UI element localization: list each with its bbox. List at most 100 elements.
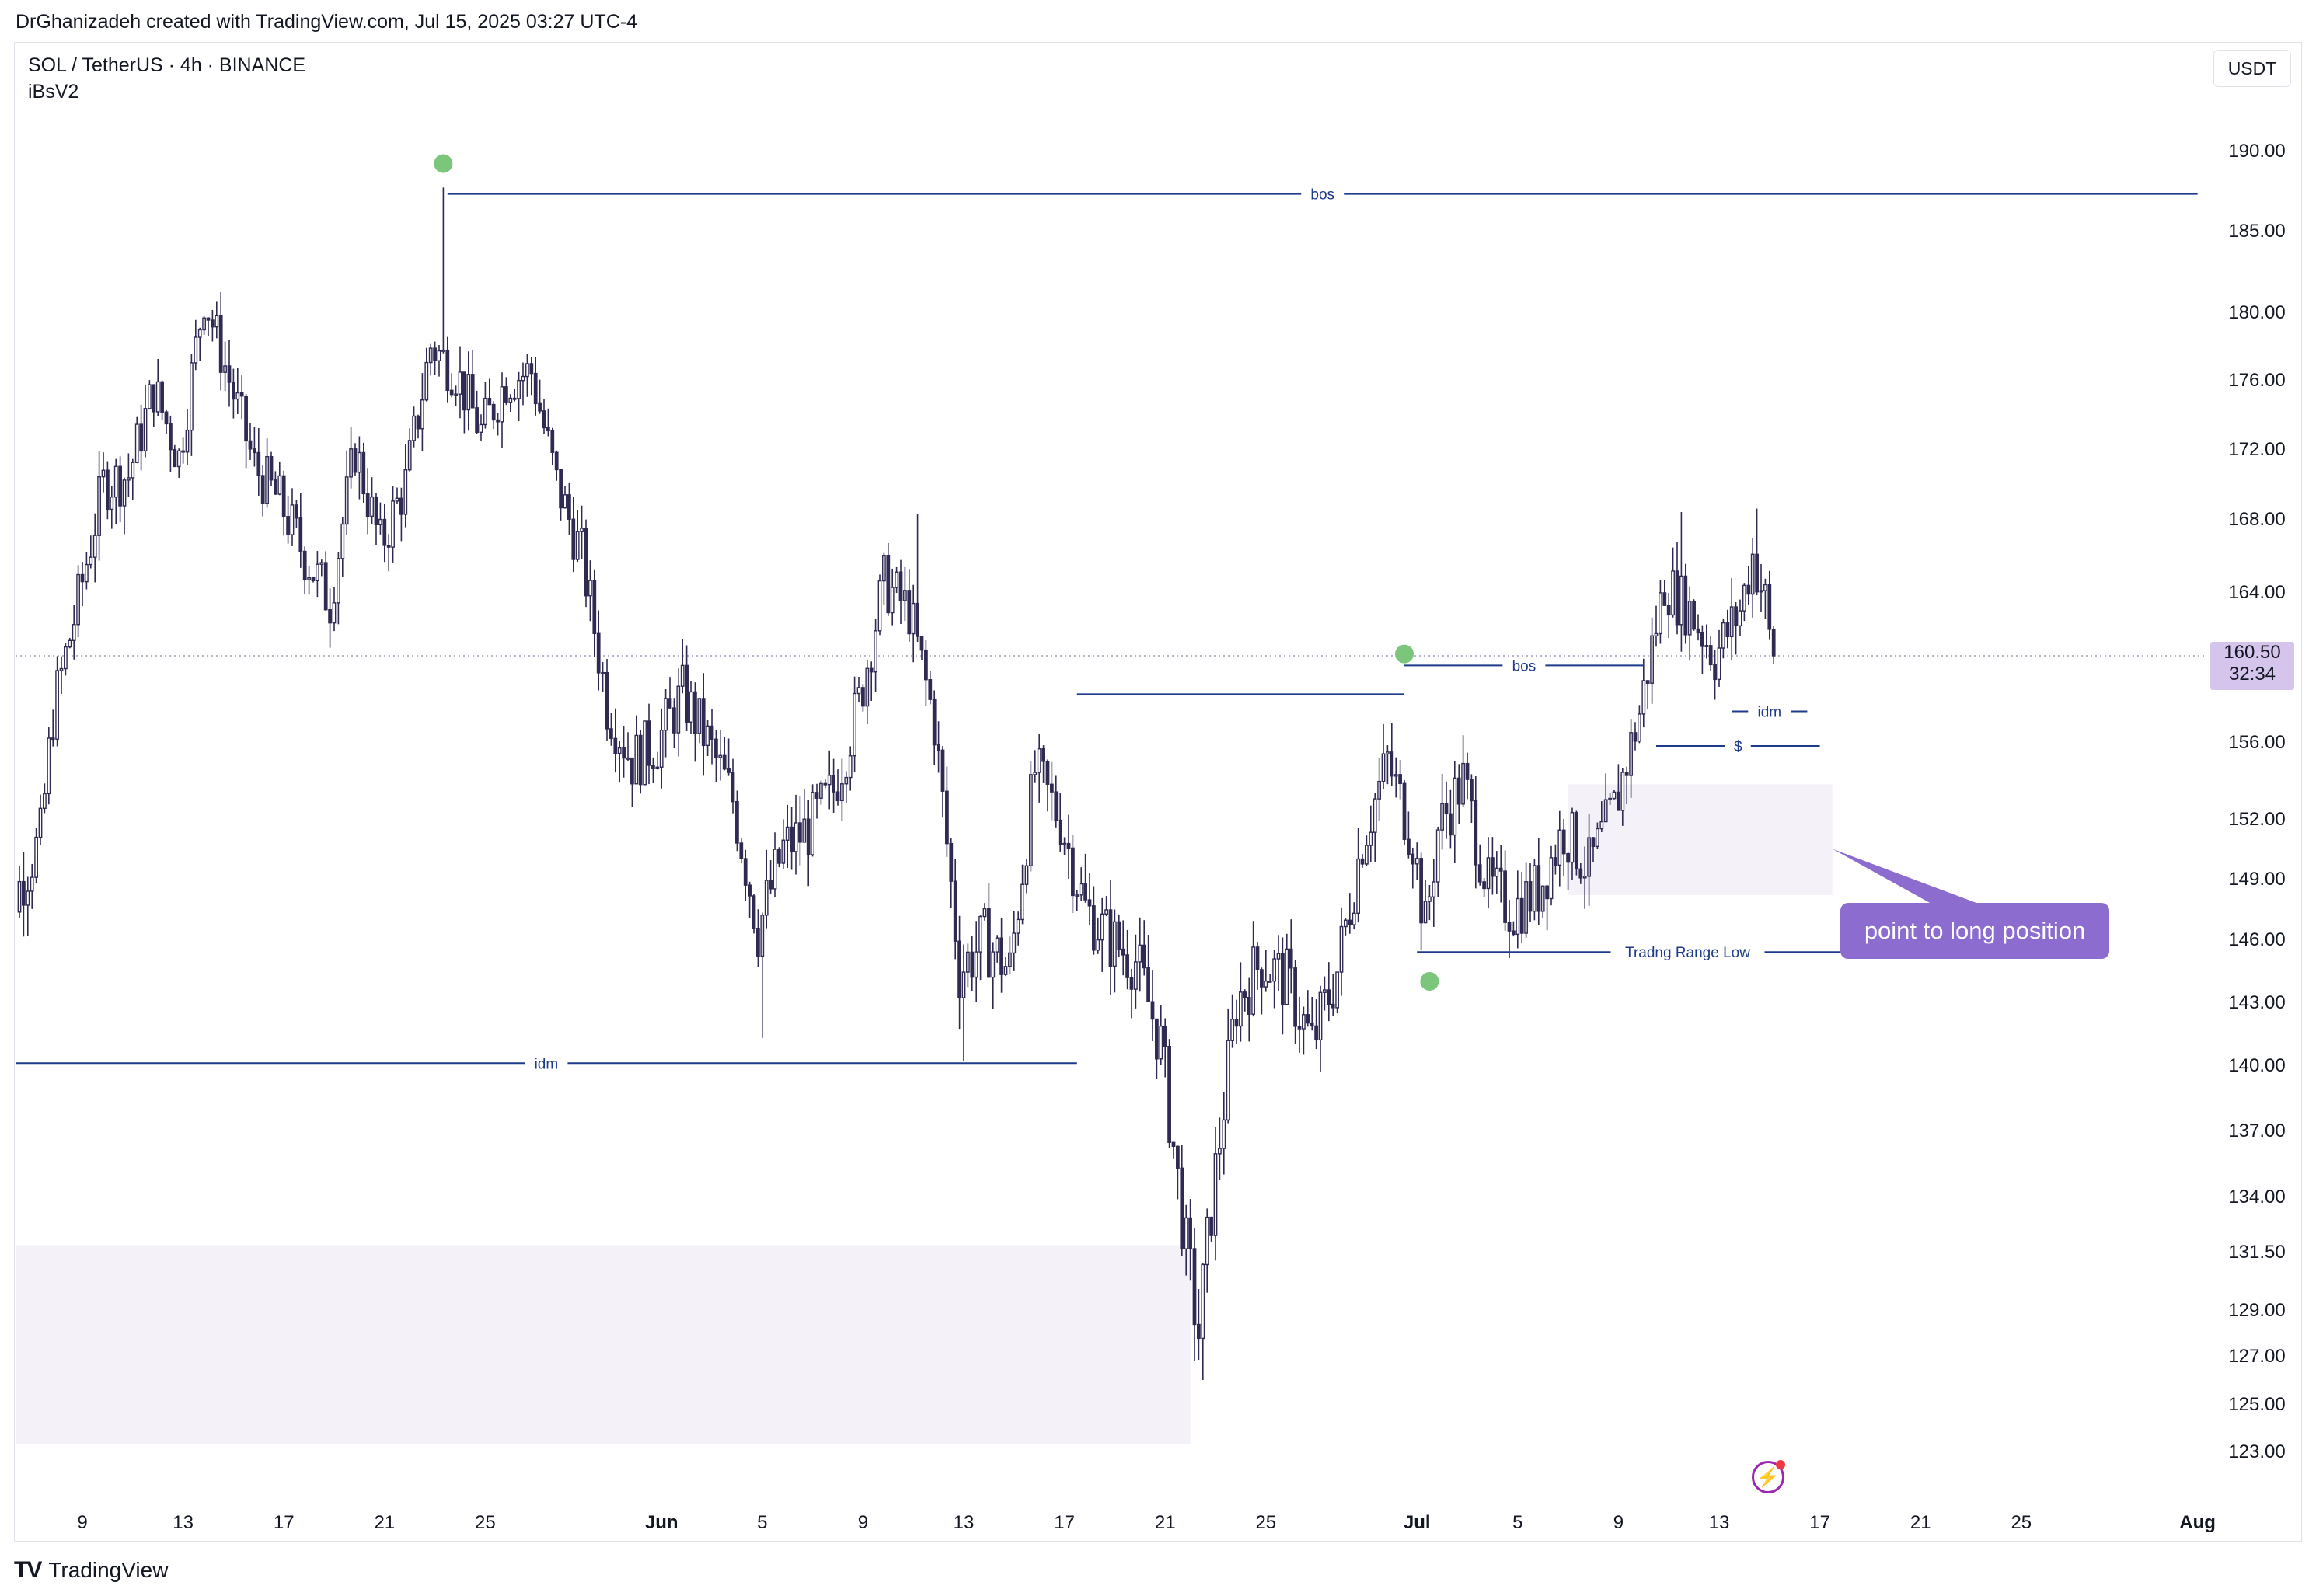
candle-body [840, 783, 844, 802]
candle-body [773, 849, 777, 890]
candle [1222, 1092, 1226, 1175]
candle-body [496, 419, 500, 423]
candle [286, 496, 290, 544]
time-axis: 9 13 17 21 25 Jun 5 9 13 17 21 25 Jul 5 9 13 17 21 25 Aug [77, 1512, 2216, 1533]
candle [1465, 752, 1470, 800]
candle [643, 720, 647, 786]
candle-body [1373, 798, 1377, 833]
candle [647, 703, 651, 785]
candle-body [1717, 647, 1721, 681]
candle [1234, 999, 1239, 1044]
candle-body [609, 728, 613, 740]
candle [1578, 863, 1583, 884]
candle-body [118, 465, 122, 507]
candle [949, 838, 954, 909]
candle-body [1570, 812, 1575, 863]
candle [316, 551, 319, 598]
candle [928, 671, 933, 705]
candle [113, 458, 118, 524]
candle [374, 493, 378, 545]
candle-body [458, 371, 462, 395]
symbol-title[interactable]: SOL / TetherUS · 4h · BINANCE [28, 54, 306, 76]
candle-body [668, 698, 672, 709]
candle-body [945, 790, 949, 845]
candle [1129, 968, 1134, 1019]
candle-body [160, 381, 164, 413]
candle [919, 636, 924, 660]
candle-body [1150, 1001, 1155, 1020]
candle [1755, 508, 1759, 596]
candle [72, 605, 76, 660]
candle [1721, 619, 1725, 659]
candle-body [1432, 881, 1436, 898]
candle-body [1071, 847, 1075, 897]
candle [1054, 775, 1059, 828]
candle-body [932, 699, 937, 746]
candle [1474, 776, 1478, 889]
price-tick-label: 149.00 [2228, 869, 2285, 890]
candle-body [134, 423, 139, 463]
candle-body [886, 555, 891, 614]
candle-body [601, 671, 605, 674]
candle-body [295, 504, 298, 519]
candle-body [1612, 791, 1617, 800]
candle-body [1608, 797, 1612, 800]
candle-body [344, 476, 349, 525]
candle [1440, 773, 1444, 850]
candle [898, 559, 903, 625]
candle-body [1519, 897, 1524, 934]
candle [479, 414, 483, 441]
currency-button[interactable]: USDT [2213, 50, 2291, 87]
callout-arrow [1832, 849, 1977, 904]
candle-body [748, 884, 752, 897]
candle [563, 486, 567, 509]
candle [475, 390, 479, 434]
candle [437, 345, 441, 377]
candle [1746, 566, 1751, 605]
candle-body [961, 971, 966, 998]
candle-body [802, 818, 807, 843]
candle-body [286, 516, 290, 535]
candle [1470, 774, 1474, 824]
candle [1356, 828, 1360, 923]
candle-body [1407, 838, 1411, 855]
candle [1533, 859, 1536, 921]
candle-body [1582, 876, 1587, 879]
candle-body [274, 479, 277, 495]
candle-body [1167, 1046, 1171, 1143]
candle-body [1327, 989, 1331, 1005]
indicator-name[interactable]: iBsV2 [28, 81, 79, 103]
candle-body [1377, 780, 1381, 800]
candle [194, 319, 198, 371]
candle-body [898, 571, 903, 601]
candle-body [567, 494, 571, 520]
candle-body [181, 450, 185, 453]
candle-body [1381, 753, 1386, 782]
candle [1456, 764, 1461, 824]
candle [1155, 1018, 1159, 1079]
candle-body [1767, 584, 1772, 630]
candle-body [131, 462, 135, 479]
candle [832, 758, 835, 813]
candle [302, 546, 307, 594]
long-position-callout[interactable]: point to long position [1840, 903, 2109, 959]
candle [706, 720, 710, 757]
candle-body [1763, 584, 1767, 591]
time-tick-label: Jul [1404, 1512, 1431, 1533]
candle-body [1281, 953, 1285, 1005]
candle-body [185, 429, 190, 453]
candle-body [966, 951, 970, 973]
candle [861, 684, 865, 712]
candle-body [441, 349, 445, 352]
candle-body [1176, 1145, 1180, 1169]
tradingview-logo[interactable]: TV TradingView [14, 1557, 168, 1584]
candle-body [1659, 592, 1662, 635]
candle-body [1696, 628, 1700, 634]
candle [945, 766, 949, 857]
lightning-icon[interactable]: ⚡ [1752, 1460, 1785, 1493]
bar-countdown: 32:34 [2228, 664, 2276, 685]
candle-body [890, 587, 895, 614]
candle [1641, 658, 1646, 728]
price-tick-label: 125.00 [2228, 1394, 2285, 1415]
